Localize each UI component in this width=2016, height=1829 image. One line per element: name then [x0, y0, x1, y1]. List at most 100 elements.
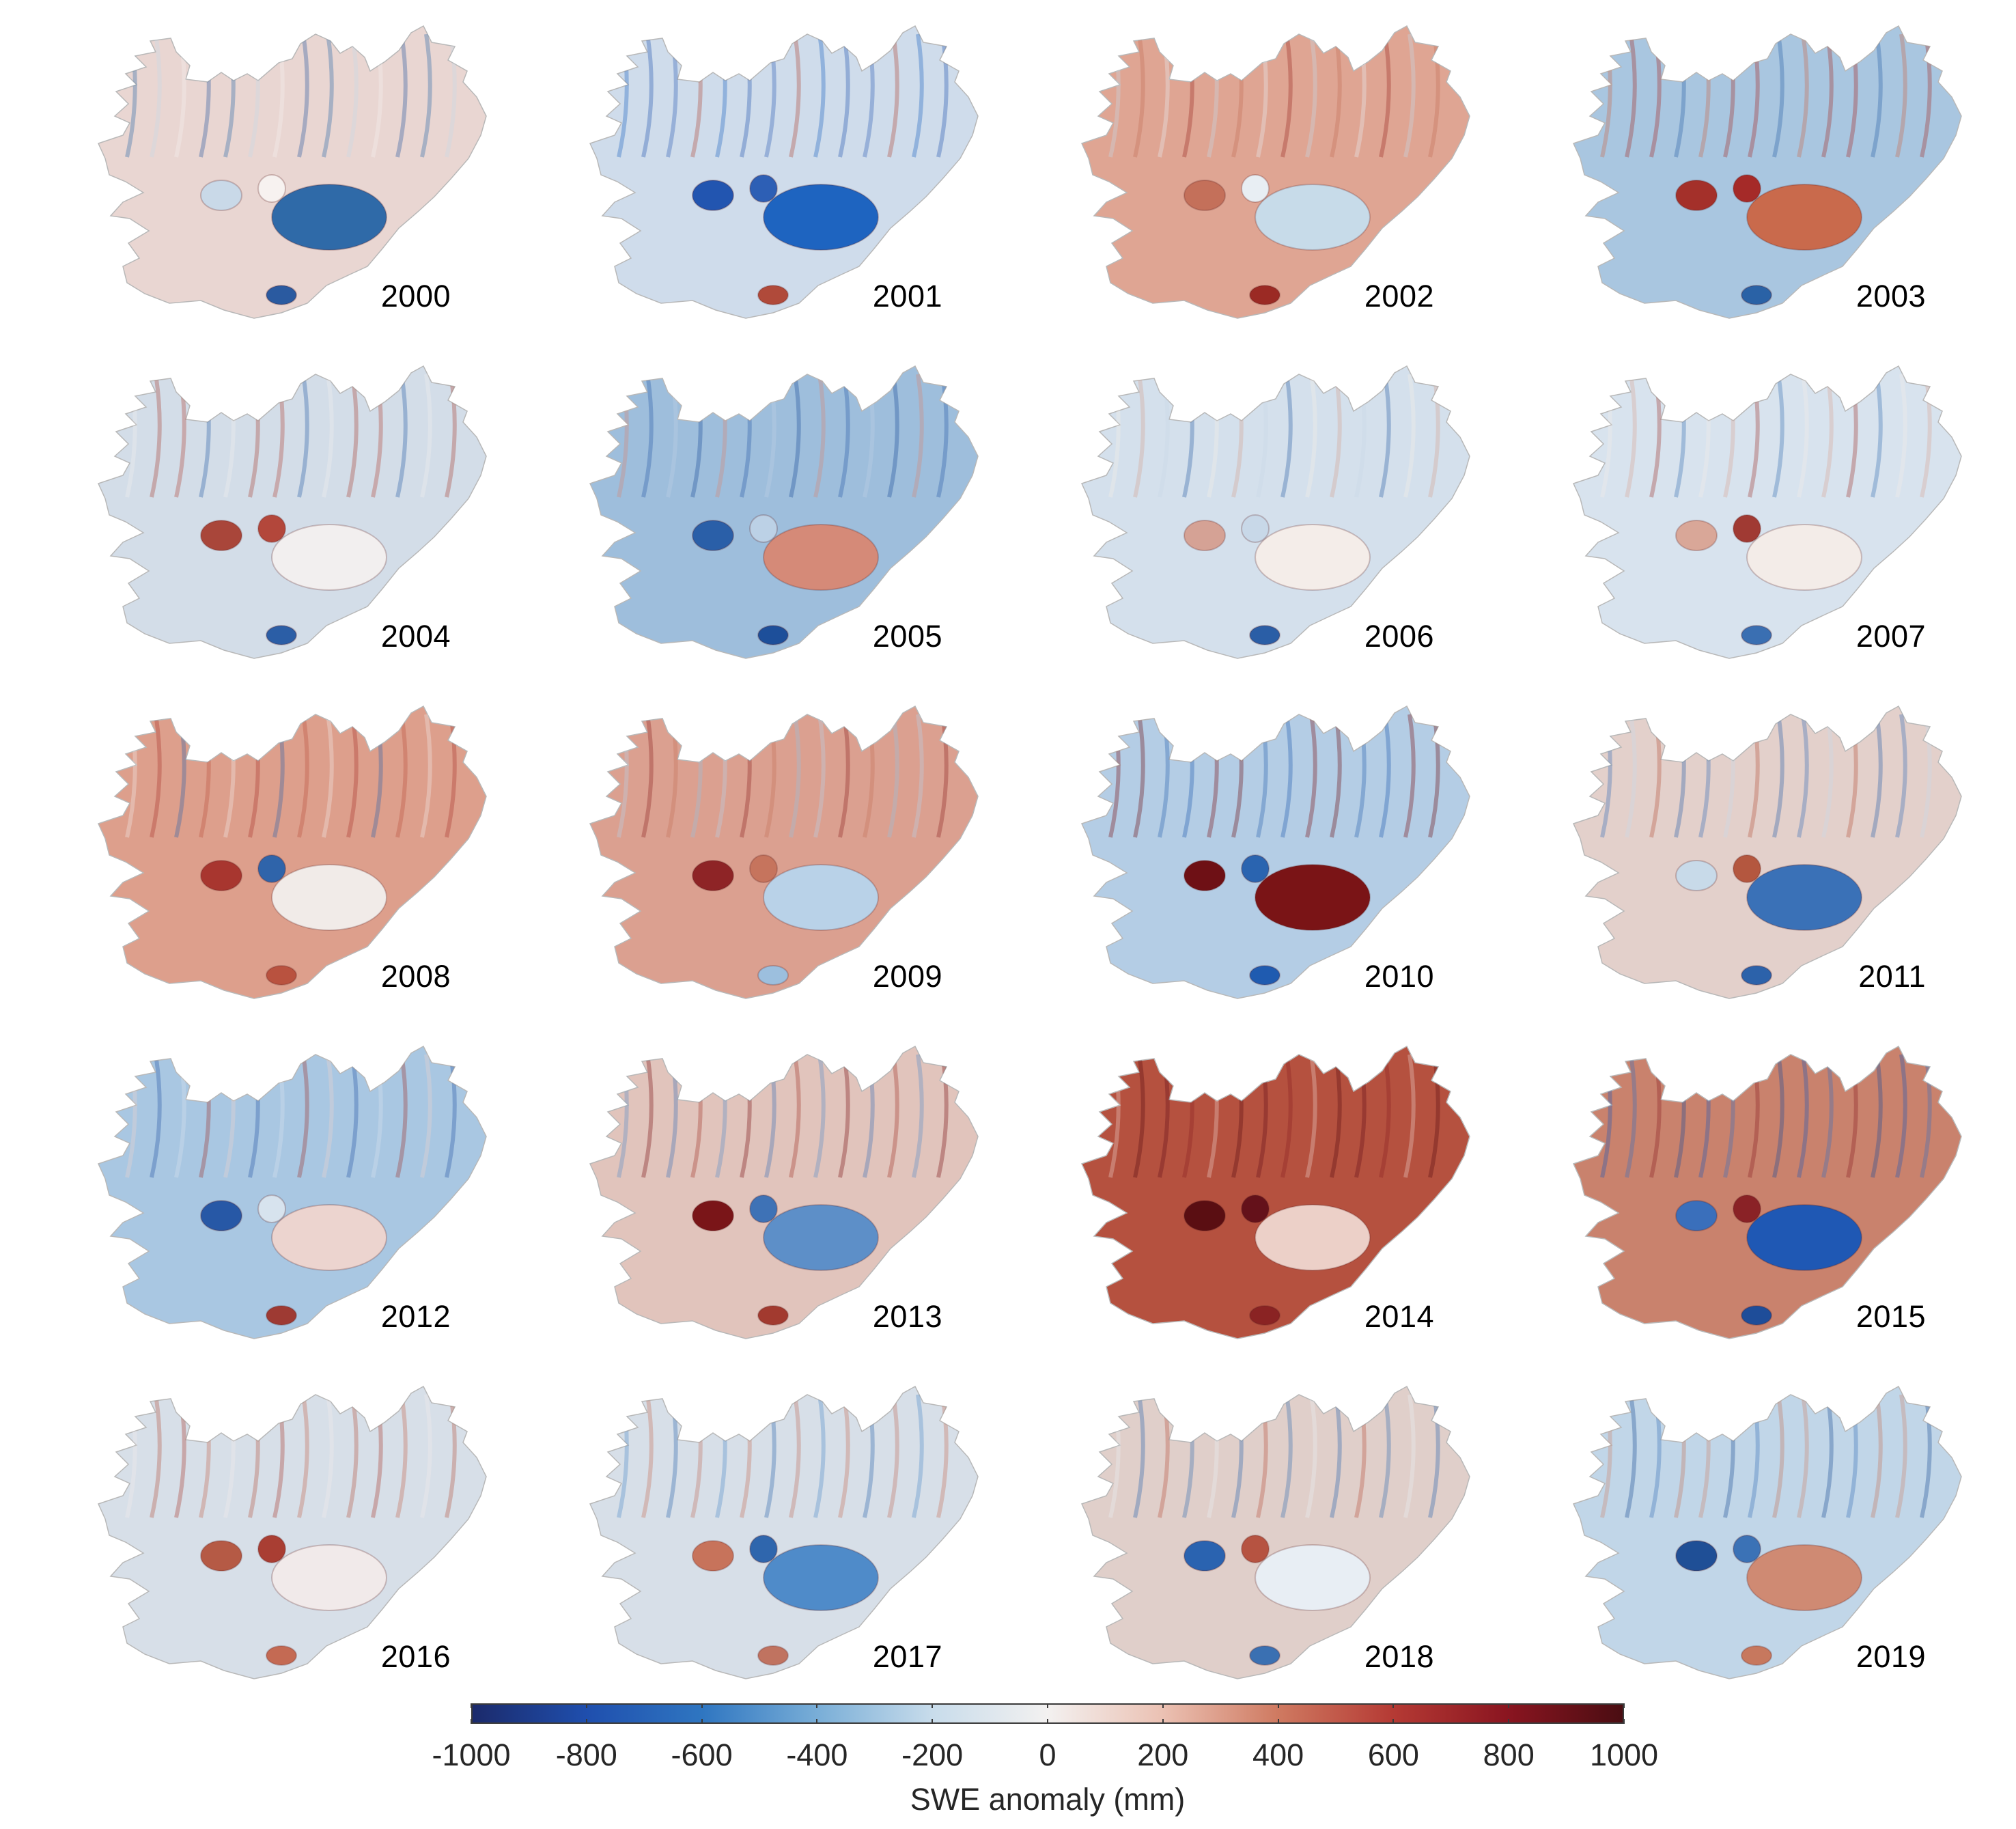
- iceland-landmass: [1572, 25, 1962, 319]
- colorbar-tick-mark: [1508, 1719, 1510, 1724]
- glacier-langjokull: [692, 520, 734, 551]
- glacier-hofsjokull: [1241, 1195, 1270, 1223]
- colorbar-tick-mark: [1047, 1703, 1048, 1708]
- terrain-streak: [1797, 374, 1809, 498]
- iceland-map-2017: [589, 1385, 979, 1679]
- glacier-vatnajokull: [271, 1544, 387, 1611]
- colorbar-label: SWE anomaly (mm): [910, 1782, 1186, 1817]
- iceland-map-2002: [1080, 25, 1470, 319]
- terrain-streak: [1305, 374, 1317, 498]
- terrain-streak: [395, 714, 408, 838]
- iceland-map-2009: [589, 705, 979, 999]
- glacier-langjokull: [692, 860, 734, 891]
- iceland-landmass: [97, 25, 487, 319]
- glacier-langjokull: [1675, 180, 1718, 211]
- iceland-landmass: [97, 1385, 487, 1679]
- terrain-streak: [1895, 374, 1907, 498]
- terrain-streak: [1330, 1054, 1342, 1178]
- terrain-streak: [1403, 1054, 1416, 1178]
- terrain-streak: [346, 33, 359, 158]
- terrain-streak: [1821, 714, 1834, 838]
- glacier-vatnajokull: [271, 864, 387, 931]
- year-label: 2005: [872, 619, 942, 654]
- terrain-streak: [445, 1394, 457, 1518]
- glacier-myrdalsjokull: [1249, 1305, 1280, 1326]
- terrain-streak: [813, 1054, 826, 1178]
- year-label: 2007: [1856, 619, 1926, 654]
- map-panel-2011: 2011: [1475, 694, 1979, 1033]
- terrain-streak: [912, 714, 924, 838]
- glacier-vatnajokull: [763, 184, 879, 251]
- terrain-streak: [1625, 1054, 1637, 1178]
- terrain-streak: [1330, 374, 1342, 498]
- terrain-streak: [1772, 33, 1784, 158]
- iceland-landmass: [1572, 1385, 1962, 1679]
- glacier-hofsjokull: [257, 1535, 286, 1563]
- terrain-streak: [838, 1394, 850, 1518]
- iceland-map-2008: [97, 705, 487, 999]
- colorbar-tick-mark: [816, 1703, 818, 1708]
- iceland-landmass: [97, 365, 487, 659]
- colorbar-tick-mark: [585, 1703, 587, 1708]
- iceland-landmass: [97, 1045, 487, 1339]
- terrain-streak: [813, 374, 826, 498]
- terrain-streak: [150, 33, 162, 158]
- glacier-myrdalsjokull: [266, 285, 297, 305]
- glacier-vatnajokull: [1255, 864, 1371, 931]
- terrain-streak: [887, 1394, 899, 1518]
- map-panel-2015: 2015: [1475, 1034, 1979, 1373]
- glacier-myrdalsjokull: [757, 285, 789, 305]
- terrain-streak: [641, 714, 654, 838]
- glacier-hofsjokull: [1733, 1535, 1761, 1563]
- terrain-streak: [322, 1054, 334, 1178]
- year-label: 2016: [380, 1639, 451, 1674]
- terrain-streak: [297, 33, 309, 158]
- iceland-map-2007: [1572, 365, 1962, 659]
- terrain-streak: [789, 1394, 801, 1518]
- terrain-streak: [297, 1394, 309, 1518]
- colorbar-tick-mark: [1047, 1719, 1048, 1724]
- colorbar-tick-mark: [1623, 1719, 1625, 1724]
- map-panel-2001: 2001: [492, 14, 996, 352]
- terrain-streak: [641, 1394, 654, 1518]
- colorbar-tick-mark: [1392, 1719, 1395, 1724]
- terrain-streak: [150, 714, 162, 838]
- iceland-map-2000: [97, 25, 487, 319]
- terrain-streak: [1330, 33, 1342, 158]
- terrain-streak: [1772, 1054, 1784, 1178]
- map-panel-2006: 2006: [983, 354, 1487, 693]
- terrain-streak: [1871, 1394, 1883, 1518]
- iceland-landmass: [1080, 25, 1470, 319]
- terrain-streak: [1821, 33, 1834, 158]
- terrain-streak: [813, 1394, 826, 1518]
- year-label: 2000: [380, 279, 451, 313]
- terrain-streak: [813, 714, 826, 838]
- terrain-streak: [1920, 33, 1932, 158]
- glacier-myrdalsjokull: [1249, 1645, 1280, 1666]
- glacier-langjokull: [200, 1200, 242, 1231]
- terrain-streak: [1920, 1394, 1932, 1518]
- iceland-landmass: [589, 705, 979, 999]
- glacier-vatnajokull: [271, 184, 387, 251]
- glacier-vatnajokull: [763, 864, 879, 931]
- terrain-streak: [936, 33, 949, 158]
- terrain-streak: [1920, 1054, 1932, 1178]
- terrain-streak: [936, 1054, 949, 1178]
- terrain-streak: [1428, 374, 1440, 498]
- terrain-streak: [1871, 33, 1883, 158]
- year-label: 2009: [872, 959, 942, 994]
- colorbar-legend: -1000 -800 -600 -400 -200 0 200 400 600 800 1000 S…: [432, 1703, 1658, 1829]
- terrain-streak: [1403, 714, 1416, 838]
- colorbar-tick-label: 600: [1367, 1737, 1419, 1772]
- terrain-streak: [346, 714, 359, 838]
- terrain-streak: [1280, 1054, 1293, 1178]
- terrain-streak: [1625, 374, 1637, 498]
- terrain-streak: [1280, 33, 1293, 158]
- terrain-streak: [1305, 1054, 1317, 1178]
- terrain-streak: [789, 374, 801, 498]
- glacier-myrdalsjokull: [757, 1305, 789, 1326]
- glacier-hofsjokull: [1241, 1535, 1270, 1563]
- colorbar-tick-mark: [701, 1703, 703, 1708]
- glacier-hofsjokull: [1733, 1195, 1761, 1223]
- terrain-streak: [322, 33, 334, 158]
